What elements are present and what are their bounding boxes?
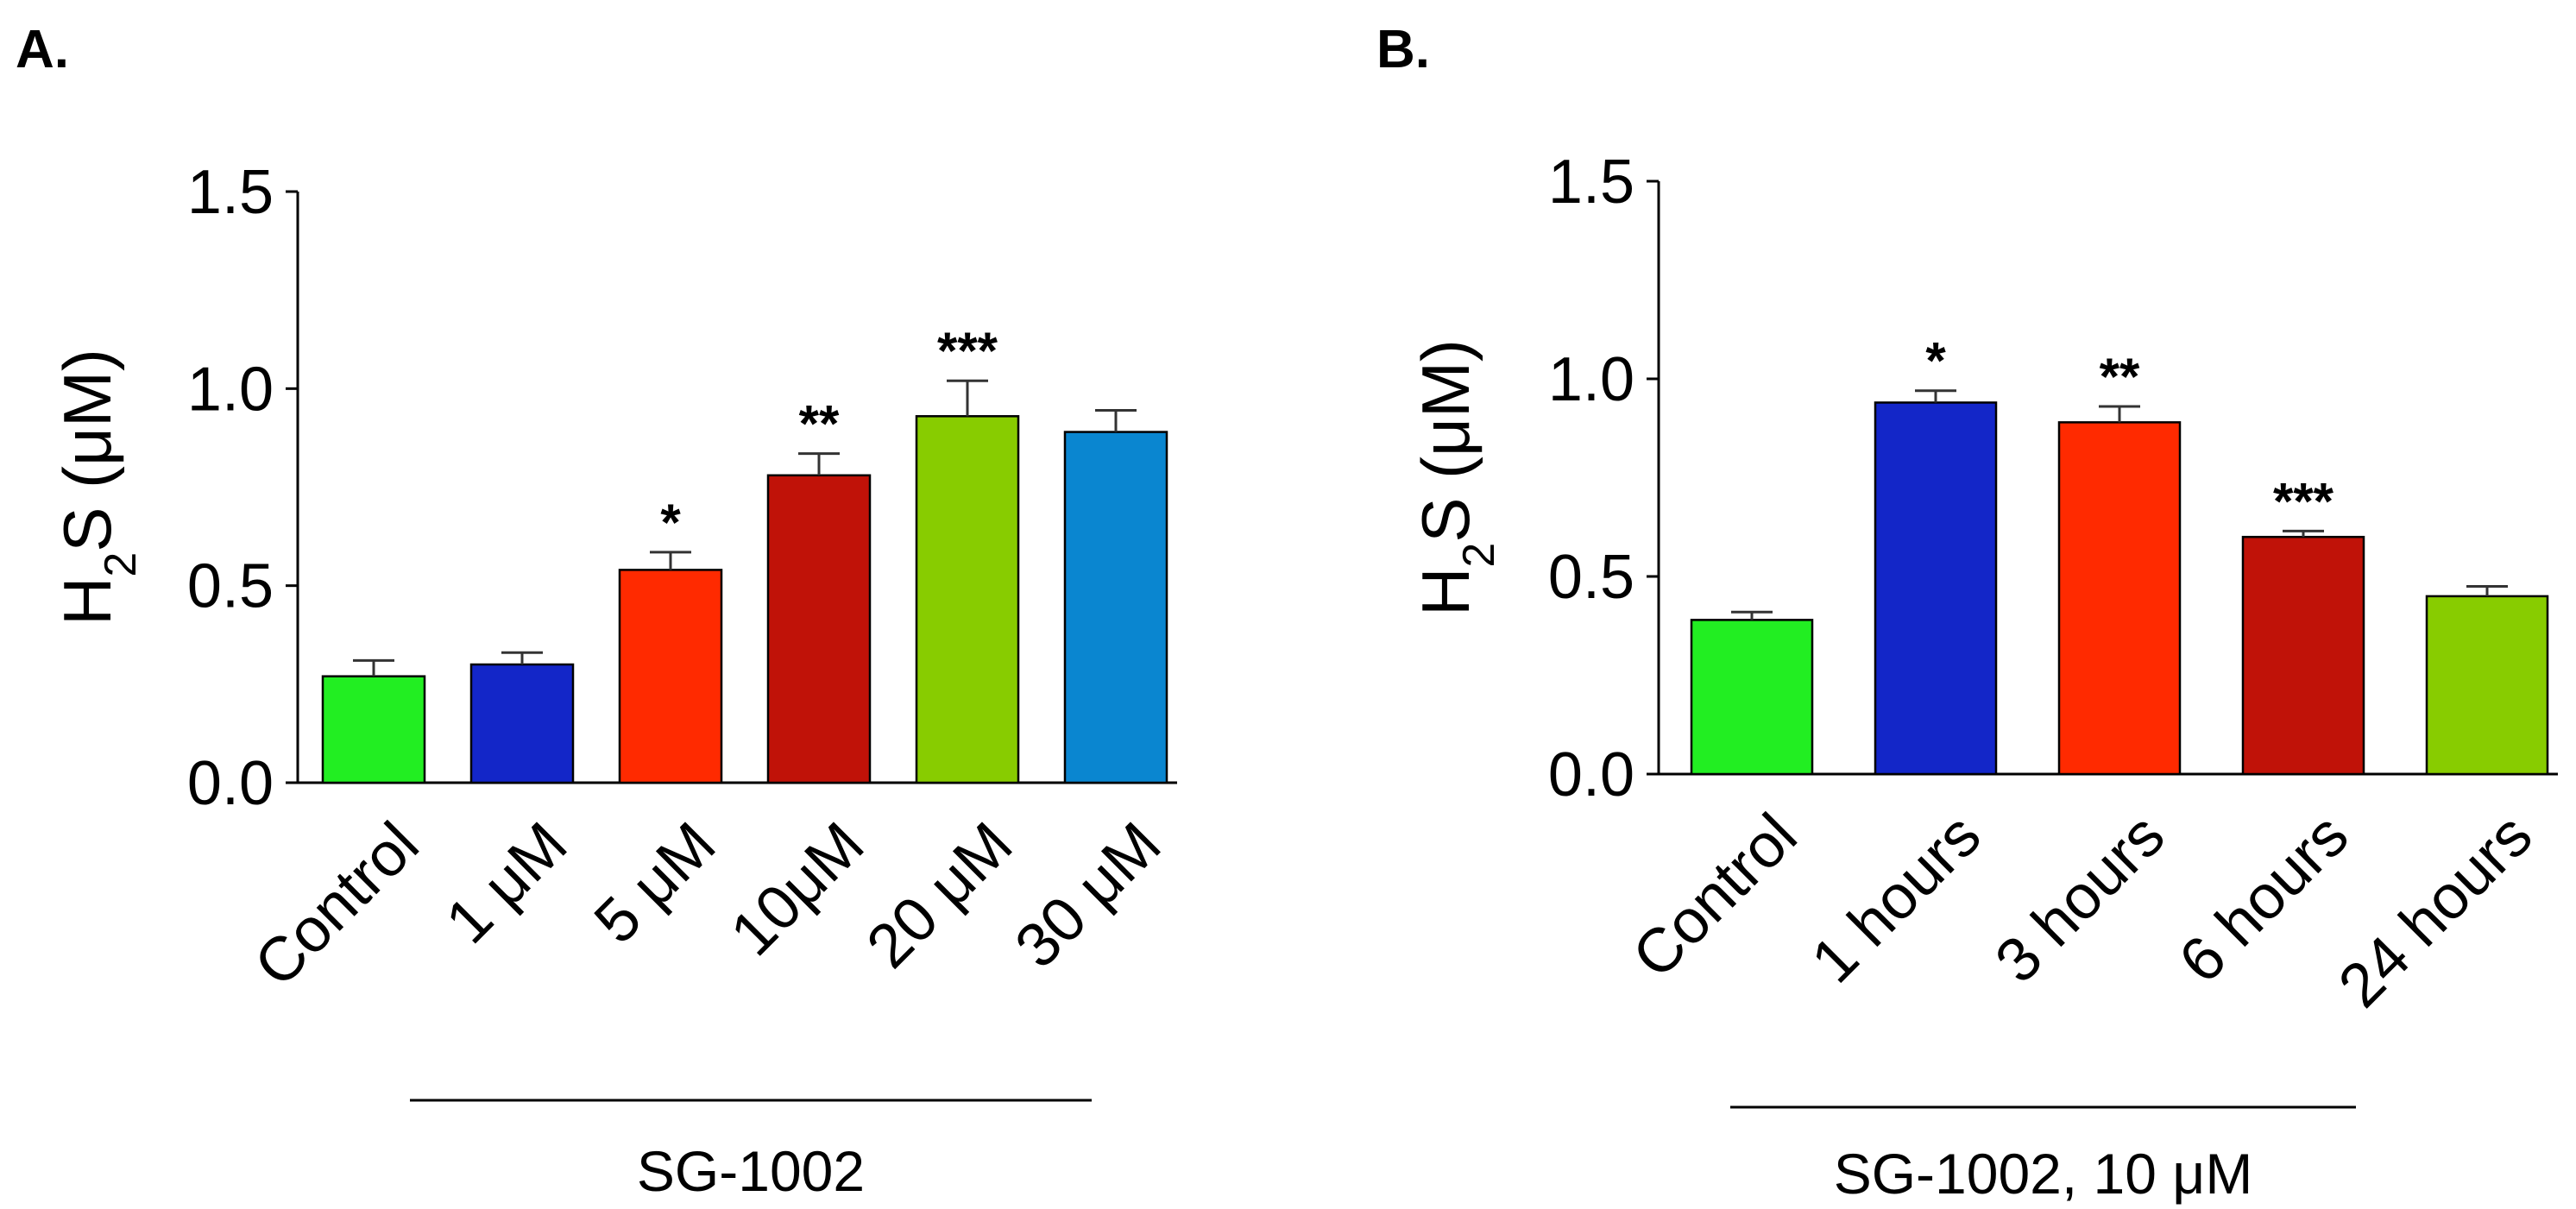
bar bbox=[1874, 401, 1998, 776]
bar bbox=[915, 415, 1020, 784]
bar bbox=[766, 474, 872, 784]
y-tick-label: 0.5 bbox=[1548, 543, 1634, 612]
x-tick-label: 1 hours bbox=[1798, 801, 1993, 996]
significance-marker: * bbox=[1925, 332, 1946, 390]
x-tick-label: Control bbox=[242, 809, 432, 1000]
panel-label: B. bbox=[1376, 20, 1430, 79]
significance-marker: *** bbox=[937, 322, 998, 380]
y-tick-label: 0.0 bbox=[1548, 740, 1634, 809]
significance-marker: ** bbox=[2100, 348, 2140, 406]
significance-marker: ** bbox=[799, 395, 840, 453]
bar bbox=[1690, 619, 1814, 776]
group-label: SG-1002, 10 μM bbox=[1834, 1142, 2253, 1206]
y-axis-label: H2S (μM) bbox=[1408, 339, 1504, 616]
chart-panel-b: B. 0.0 0.5 1.0 1.5 H2S (μM) Control * 1 hours ** 3… bbox=[1376, 20, 2558, 1206]
bar bbox=[618, 569, 723, 784]
y-tick-label: 1.5 bbox=[1548, 148, 1634, 217]
x-tick-label: 20 μM bbox=[853, 809, 1025, 981]
x-tick-label: 3 hours bbox=[1982, 801, 2177, 996]
significance-marker: *** bbox=[2273, 472, 2334, 530]
y-axis-label: H2S (μM) bbox=[49, 349, 146, 626]
y-tick-label: 0.5 bbox=[187, 552, 274, 621]
bar bbox=[2425, 595, 2549, 776]
y-tick-label: 1.0 bbox=[187, 355, 274, 424]
significance-marker: * bbox=[660, 494, 681, 551]
bar bbox=[469, 663, 575, 784]
x-tick-label: 24 hours bbox=[2326, 801, 2546, 1021]
y-tick-label: 0.0 bbox=[187, 749, 274, 818]
x-tick-label: Control bbox=[1620, 801, 1811, 992]
bar bbox=[1063, 431, 1168, 784]
group-label: SG-1002 bbox=[637, 1139, 865, 1203]
x-tick-label: 5 μM bbox=[582, 809, 729, 957]
x-tick-label: 30 μM bbox=[1002, 809, 1174, 981]
panel-label: A. bbox=[16, 20, 69, 79]
chart-panel-a: A. 0.0 0.5 1.0 1.5 H2S (μM) Control 1 μM * 5 μM **… bbox=[16, 20, 1177, 1203]
x-tick-label: 1 μM bbox=[433, 809, 581, 957]
bar bbox=[321, 675, 426, 784]
bar bbox=[2241, 535, 2365, 776]
x-tick-label: 10μM bbox=[718, 809, 878, 969]
y-tick-label: 1.0 bbox=[1548, 345, 1634, 414]
y-tick-label: 1.5 bbox=[187, 158, 274, 227]
bar bbox=[2057, 421, 2182, 776]
